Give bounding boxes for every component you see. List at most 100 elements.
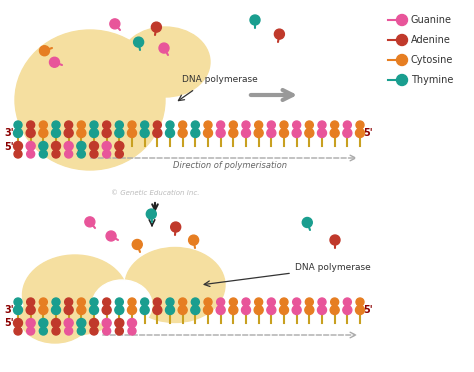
Circle shape — [27, 327, 35, 335]
Circle shape — [103, 150, 110, 158]
Circle shape — [115, 150, 123, 158]
Circle shape — [179, 121, 187, 129]
Circle shape — [77, 327, 85, 335]
Ellipse shape — [20, 293, 90, 343]
Circle shape — [191, 298, 200, 306]
Circle shape — [103, 327, 110, 335]
Text: Guanine: Guanine — [411, 15, 452, 25]
Circle shape — [64, 318, 73, 327]
Circle shape — [305, 121, 313, 129]
Circle shape — [153, 121, 161, 129]
Circle shape — [331, 121, 338, 129]
Circle shape — [191, 121, 200, 129]
Circle shape — [90, 327, 98, 335]
Circle shape — [229, 305, 238, 314]
Circle shape — [110, 19, 120, 29]
Circle shape — [77, 121, 85, 129]
Circle shape — [64, 128, 73, 138]
Text: 5': 5' — [363, 128, 373, 138]
Circle shape — [39, 121, 47, 129]
Circle shape — [77, 298, 85, 306]
Circle shape — [242, 298, 250, 306]
Circle shape — [204, 121, 212, 129]
Circle shape — [178, 128, 187, 138]
Circle shape — [255, 121, 263, 129]
Circle shape — [39, 327, 47, 335]
Circle shape — [356, 298, 364, 306]
Circle shape — [85, 217, 95, 227]
Circle shape — [64, 305, 73, 314]
Circle shape — [318, 298, 326, 306]
Circle shape — [274, 29, 284, 39]
Circle shape — [267, 298, 275, 306]
Circle shape — [330, 128, 339, 138]
Circle shape — [27, 121, 35, 129]
Circle shape — [280, 121, 288, 129]
Circle shape — [318, 121, 326, 129]
Circle shape — [77, 128, 86, 138]
Circle shape — [292, 121, 301, 129]
Circle shape — [52, 141, 61, 151]
Circle shape — [14, 150, 22, 158]
Circle shape — [77, 305, 86, 314]
Text: © Genetic Education Inc.: © Genetic Education Inc. — [111, 190, 199, 196]
Circle shape — [343, 305, 352, 314]
Circle shape — [115, 141, 124, 151]
Circle shape — [330, 305, 339, 314]
Circle shape — [90, 305, 99, 314]
Circle shape — [292, 128, 301, 138]
Circle shape — [171, 222, 181, 232]
Circle shape — [292, 305, 301, 314]
Circle shape — [318, 128, 327, 138]
Circle shape — [115, 128, 124, 138]
Circle shape — [396, 55, 408, 65]
Circle shape — [64, 150, 73, 158]
Circle shape — [14, 121, 22, 129]
Circle shape — [52, 121, 60, 129]
Circle shape — [356, 121, 364, 129]
Circle shape — [13, 141, 22, 151]
Circle shape — [356, 128, 365, 138]
Text: Adenine: Adenine — [411, 35, 451, 45]
Ellipse shape — [125, 247, 225, 323]
Ellipse shape — [22, 255, 128, 335]
Circle shape — [134, 37, 144, 47]
Circle shape — [77, 150, 85, 158]
Circle shape — [26, 318, 35, 327]
Circle shape — [318, 305, 327, 314]
Text: DNA polymerase: DNA polymerase — [182, 75, 258, 84]
Circle shape — [14, 327, 22, 335]
Circle shape — [52, 318, 61, 327]
Circle shape — [64, 327, 73, 335]
Circle shape — [39, 150, 47, 158]
Circle shape — [140, 128, 149, 138]
Circle shape — [39, 305, 48, 314]
Circle shape — [103, 298, 110, 306]
Circle shape — [255, 298, 263, 306]
Text: 3': 3' — [75, 147, 85, 157]
Circle shape — [191, 305, 200, 314]
Circle shape — [39, 318, 48, 327]
Circle shape — [141, 298, 149, 306]
Circle shape — [49, 57, 59, 67]
Circle shape — [229, 128, 238, 138]
Circle shape — [331, 298, 338, 306]
Circle shape — [14, 298, 22, 306]
Circle shape — [250, 15, 260, 25]
Text: 3': 3' — [4, 128, 14, 138]
Circle shape — [90, 128, 99, 138]
Circle shape — [52, 298, 60, 306]
Circle shape — [280, 305, 289, 314]
Circle shape — [102, 305, 111, 314]
Text: DNA polymerase: DNA polymerase — [295, 263, 371, 272]
Circle shape — [229, 121, 237, 129]
Circle shape — [217, 121, 225, 129]
Circle shape — [115, 305, 124, 314]
Circle shape — [146, 209, 156, 219]
Circle shape — [305, 128, 314, 138]
Circle shape — [39, 298, 47, 306]
Circle shape — [165, 128, 174, 138]
Circle shape — [280, 298, 288, 306]
Circle shape — [128, 298, 136, 306]
Circle shape — [27, 150, 35, 158]
